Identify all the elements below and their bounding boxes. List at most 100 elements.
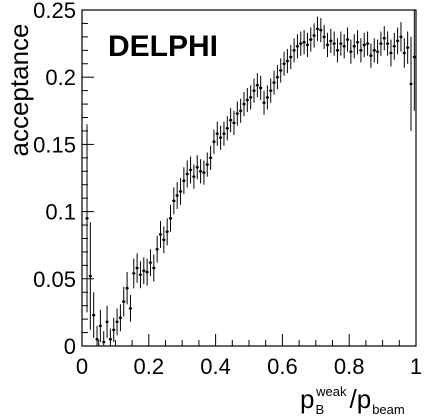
x-tick-label: 0 — [76, 354, 88, 379]
point-marker — [279, 69, 283, 72]
point-marker — [239, 109, 243, 113]
data-point — [365, 31, 370, 56]
data-point — [128, 294, 133, 322]
y-tick-label: 0.25 — [33, 0, 76, 23]
point-marker — [402, 51, 406, 55]
point-marker — [412, 55, 416, 59]
point-marker — [272, 81, 276, 84]
data-point — [185, 160, 189, 188]
point-marker — [302, 40, 306, 44]
y-tick-label: 0.1 — [45, 200, 76, 225]
point-marker — [165, 230, 169, 234]
data-point — [215, 121, 219, 146]
point-marker — [259, 86, 263, 90]
data-point — [225, 116, 229, 141]
data-point — [382, 26, 386, 51]
data-point — [379, 31, 383, 56]
data-point — [235, 101, 239, 126]
point-marker — [289, 55, 293, 59]
data-point — [269, 78, 273, 103]
data-point — [165, 218, 169, 246]
data-point — [325, 32, 330, 58]
data-point — [369, 43, 373, 68]
data-point — [319, 18, 323, 43]
data-point — [192, 164, 196, 189]
data-point — [138, 261, 143, 289]
point-marker — [245, 98, 249, 102]
point-marker — [356, 40, 359, 44]
y-tick-label: 0.2 — [45, 65, 76, 90]
data-point — [305, 32, 310, 58]
point-marker — [185, 172, 189, 176]
point-marker — [306, 43, 309, 47]
point-marker — [309, 38, 313, 41]
point-marker — [366, 42, 369, 45]
data-point — [295, 34, 300, 59]
data-points — [85, 10, 416, 346]
point-marker — [286, 59, 289, 63]
point-marker — [132, 272, 136, 275]
data-point — [202, 160, 206, 185]
point-marker — [172, 199, 176, 203]
data-point — [132, 258, 136, 289]
data-point — [315, 16, 320, 41]
point-marker — [202, 171, 206, 175]
data-point — [329, 28, 333, 54]
x-axis-title-p-beam: p — [357, 384, 371, 414]
data-point — [152, 254, 156, 282]
data-point — [98, 309, 103, 342]
x-axis-title-sup-weak: weak — [315, 384, 347, 399]
data-point — [122, 286, 126, 317]
point-marker — [322, 35, 326, 39]
point-marker — [195, 165, 199, 169]
point-marker — [225, 126, 229, 130]
data-point — [148, 249, 153, 277]
data-point — [279, 58, 283, 83]
point-marker — [382, 36, 386, 40]
point-marker — [135, 266, 139, 270]
point-marker — [249, 95, 253, 99]
point-marker — [379, 42, 383, 45]
point-marker — [255, 83, 259, 87]
point-marker — [369, 54, 373, 58]
x-tick-label: 1 — [410, 354, 422, 379]
data-point — [282, 51, 286, 76]
data-point — [255, 73, 260, 98]
data-point — [115, 308, 119, 336]
data-point — [359, 38, 363, 63]
point-marker — [406, 46, 410, 50]
point-marker — [155, 247, 159, 251]
data-point — [188, 156, 193, 184]
data-point — [389, 39, 393, 67]
point-marker — [242, 102, 246, 106]
x-axis-title-sub-beam: beam — [372, 402, 405, 417]
point-marker — [92, 313, 96, 317]
point-marker — [386, 42, 390, 45]
data-point — [242, 91, 246, 117]
data-point — [218, 125, 223, 150]
chart-annotation: DELPHI — [108, 30, 218, 63]
point-marker — [312, 34, 316, 37]
data-point — [402, 38, 406, 68]
data-point — [182, 167, 186, 195]
data-point — [105, 305, 109, 338]
point-marker — [139, 273, 142, 277]
point-marker — [252, 89, 256, 93]
data-point — [309, 27, 313, 52]
point-marker — [346, 38, 349, 41]
data-point — [245, 87, 249, 113]
point-marker — [115, 320, 119, 324]
x-axis-ticks — [81, 334, 417, 346]
data-point — [375, 39, 380, 64]
x-tick-label: 0.4 — [200, 354, 231, 379]
point-marker — [316, 27, 319, 31]
data-point — [302, 30, 306, 55]
point-marker — [269, 89, 273, 93]
point-marker — [129, 306, 132, 310]
data-point — [312, 23, 316, 48]
point-marker — [392, 44, 396, 48]
point-marker — [235, 112, 239, 115]
data-point — [262, 90, 266, 115]
data-point — [409, 36, 413, 131]
